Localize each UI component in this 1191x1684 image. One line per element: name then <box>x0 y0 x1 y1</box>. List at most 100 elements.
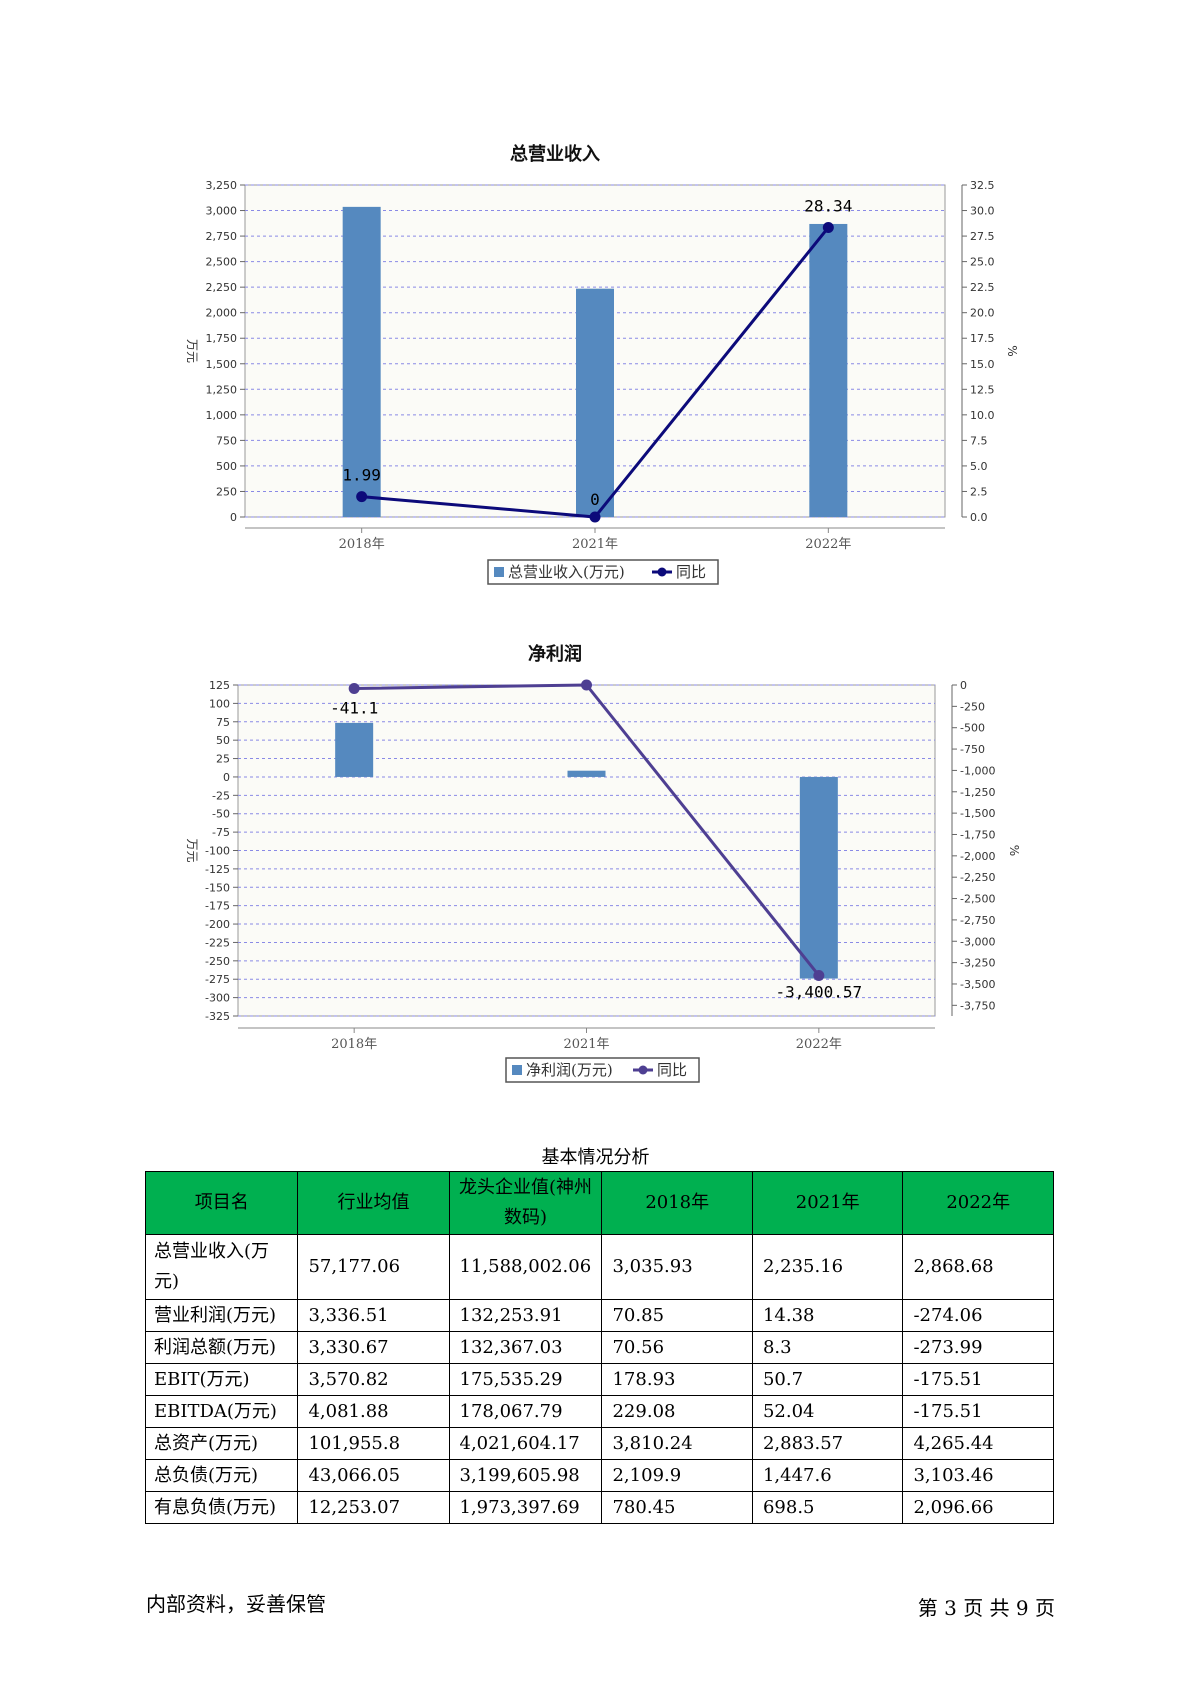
y2-tick-label: 25.0 <box>970 256 995 269</box>
y2-tick-label: 27.5 <box>970 230 995 243</box>
basic-analysis-table: 项目名 行业均值 龙头企业值(神州数码) 2018年 2021年 2022年 总… <box>144 1171 1054 1524</box>
legend-bar-swatch <box>494 567 504 577</box>
revenue-chart-svg: 总营业收入 0 250 500 750 1,000 1,250 1,500 1,750 2,000… <box>185 143 1019 585</box>
y2-tick-label: -1,500 <box>960 807 995 820</box>
value-cell: 3,035.93 <box>601 1234 753 1300</box>
row-label-cell: EBITDA(万元) <box>144 1395 299 1428</box>
legend-line-label: 同比 <box>657 1061 687 1079</box>
table-row: 总资产(万元) 101,955.8 4,021,604.17 3,810.24 2,88… <box>144 1427 1054 1460</box>
legend-line-label: 同比 <box>676 563 706 581</box>
x-tick-label: 2021年 <box>563 1037 609 1052</box>
y2-tick-label: -2,250 <box>960 871 995 884</box>
header-cell: 2022年 <box>902 1171 1054 1235</box>
y2-tick-label: -1,750 <box>960 828 995 841</box>
table-row: 有息负债(万元) 12,253.07 1,973,397.69 780.45 698.5… <box>144 1491 1054 1524</box>
value-cell: 132,253.91 <box>448 1299 603 1332</box>
bar <box>576 288 614 517</box>
y-tick-label: -100 <box>205 845 230 858</box>
y-tick-label: -175 <box>205 900 230 913</box>
y2-tick-label: -3,500 <box>960 978 995 991</box>
y2-tick-label: 22.5 <box>970 281 995 294</box>
y2-tick-label: -3,250 <box>960 957 995 970</box>
bar <box>342 206 381 517</box>
y-tick-label: 2,750 <box>206 230 238 243</box>
y2-tick-label: -2,750 <box>960 914 995 927</box>
table-row: 营业利润(万元) 3,336.51 132,253.91 70.85 14.38 -274… <box>144 1299 1054 1332</box>
y-tick-label: 750 <box>216 434 237 447</box>
value-cell: 43,066.05 <box>297 1459 450 1492</box>
line-point <box>813 969 825 981</box>
y2-tick-label: -1,000 <box>960 764 995 777</box>
legend-bar-label: 总营业收入(万元) <box>508 563 625 581</box>
y2-tick-label: 17.5 <box>970 332 995 345</box>
y2-tick-label: 0.0 <box>970 511 988 524</box>
value-cell: 2,109.9 <box>601 1459 753 1492</box>
value-cell: 178.93 <box>601 1363 753 1396</box>
y-tick-label: -325 <box>205 1010 230 1023</box>
y2-tick-label: 32.5 <box>970 179 995 192</box>
header-cell: 行业均值 <box>297 1171 450 1235</box>
legend-bar-label: 净利润(万元) <box>526 1061 613 1079</box>
data-label: 1.99 <box>342 466 381 485</box>
value-cell: 57,177.06 <box>297 1234 450 1300</box>
table-row: 利润总额(万元) 3,330.67 132,367.03 70.56 8.3 -273.9… <box>144 1331 1054 1364</box>
y-tick-label: 1,250 <box>206 383 238 396</box>
value-cell: 780.45 <box>601 1491 753 1524</box>
y-tick-label: 0 <box>223 771 230 784</box>
x-tick-label: 2018年 <box>331 1037 377 1052</box>
y-tick-label: -75 <box>212 826 230 839</box>
value-cell: 14.38 <box>751 1299 904 1332</box>
y2-tick-label: -250 <box>960 700 985 713</box>
y2-axis-label: % <box>1007 845 1021 856</box>
net-profit-chart-svg: 净利润 125 100 75 50 25 0 -25 -50 -75 -100 -125 -150 -17… <box>185 643 1021 1083</box>
y-tick-label: -50 <box>212 808 230 821</box>
value-cell: 3,199,605.98 <box>448 1459 603 1492</box>
value-cell: -274.06 <box>902 1299 1054 1332</box>
y-tick-label: 1,000 <box>206 409 238 422</box>
value-cell: 3,330.67 <box>297 1331 450 1364</box>
row-label-cell: 营业利润(万元) <box>144 1299 299 1332</box>
y-tick-label: -150 <box>205 881 230 894</box>
row-label-cell: EBIT(万元) <box>144 1363 299 1396</box>
header-cell: 2021年 <box>751 1171 904 1235</box>
value-cell: 2,883.57 <box>751 1427 904 1460</box>
value-cell: 1,973,397.69 <box>448 1491 603 1524</box>
value-cell: 1,447.6 <box>751 1459 904 1492</box>
y2-tick-label: -2,500 <box>960 893 995 906</box>
x-tick-label: 2021年 <box>572 537 618 552</box>
y-tick-label: -125 <box>205 863 230 876</box>
y2-tick-label: -1,250 <box>960 786 995 799</box>
y-tick-label: -275 <box>205 973 230 986</box>
y-tick-label: -25 <box>212 789 230 802</box>
line-point <box>356 491 368 503</box>
y-tick-label: 0 <box>230 511 237 524</box>
row-label-cell: 利润总额(万元) <box>144 1331 299 1364</box>
table-row: 总营业收入(万元) 57,177.06 11,588,002.06 3,035.93 2… <box>144 1234 1054 1300</box>
y2-tick-label: 7.5 <box>970 434 988 447</box>
data-label: -41.1 <box>330 699 378 718</box>
legend-box <box>487 559 719 585</box>
y-tick-label: 125 <box>209 679 230 692</box>
chart-title: 净利润 <box>528 643 582 665</box>
y-tick-label: 2,500 <box>206 256 238 269</box>
x-tick-label: 2018年 <box>339 537 385 552</box>
legend-line-marker <box>657 567 667 577</box>
table-row: 总负债(万元) 43,066.05 3,199,605.98 2,109.9 1,447… <box>144 1459 1054 1492</box>
x-tick-label: 2022年 <box>796 1037 842 1052</box>
value-cell: 2,235.16 <box>751 1234 904 1300</box>
y-tick-label: 250 <box>216 485 237 498</box>
value-cell: 178,067.79 <box>448 1395 603 1428</box>
table-title: 基本情况分析 <box>541 1147 650 1168</box>
line-point <box>348 683 360 695</box>
y-tick-label: -200 <box>205 918 230 931</box>
value-cell: 8.3 <box>751 1331 904 1364</box>
legend-bar-swatch <box>512 1065 522 1075</box>
table-row: EBIT(万元) 3,570.82 175,535.29 178.93 50.7 -175… <box>144 1363 1054 1396</box>
y2-tick-label: 20.0 <box>970 307 995 320</box>
legend-box <box>505 1057 700 1083</box>
value-cell: 229.08 <box>601 1395 753 1428</box>
table-header-row: 项目名 行业均值 龙头企业值(神州数码) 2018年 2021年 2022年 <box>144 1171 1054 1235</box>
value-cell: 3,336.51 <box>297 1299 450 1332</box>
value-cell: 4,021,604.17 <box>448 1427 603 1460</box>
value-cell: 175,535.29 <box>448 1363 603 1396</box>
